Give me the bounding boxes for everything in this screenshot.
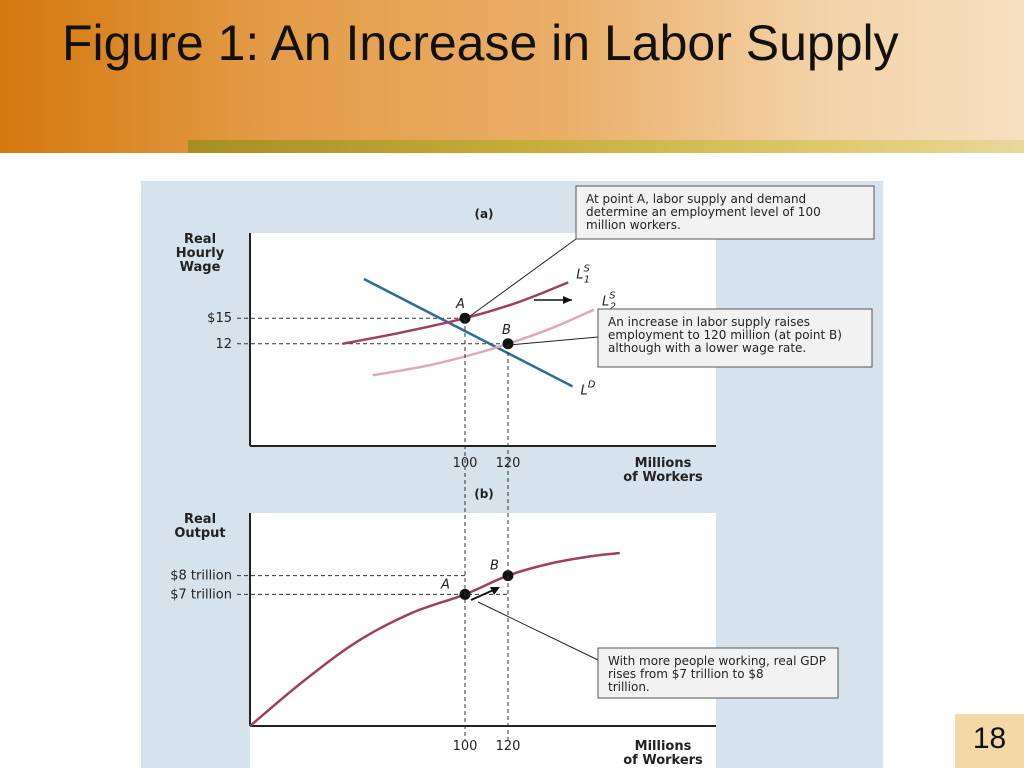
- point-b: [502, 570, 514, 582]
- header-stripe: [188, 140, 1024, 153]
- series-label-ls2: LS 2: [602, 291, 616, 313]
- page-number-box: 18: [955, 714, 1024, 768]
- page-number: 18: [972, 722, 1007, 755]
- x-axis-label: Millions: [635, 456, 692, 471]
- annotation-text: At point A, labor supply and demand deter…: [586, 192, 821, 232]
- series-line-ld: [363, 277, 574, 388]
- x-axis-label: of Workers: [623, 470, 703, 485]
- x-tick-label: 100: [453, 456, 478, 471]
- y-tick-label: $7 trillion: [170, 587, 232, 602]
- y-tick-label: $15: [207, 311, 232, 326]
- series-label-ls1: LS 1: [576, 263, 590, 285]
- y-axis-label: Wage: [180, 260, 221, 275]
- point-label-a: A: [455, 297, 465, 312]
- point-label-b: B: [502, 323, 511, 338]
- y-axis-label: Real: [184, 512, 216, 527]
- annotation-box: [575, 185, 875, 240]
- annotation-text: With more people working, real GDP rises …: [608, 654, 826, 694]
- movement-arrow-head: [490, 587, 500, 595]
- x-axis-label: of Workers: [623, 753, 703, 768]
- annotation-box: [597, 308, 873, 368]
- shift-arrow-head: [563, 296, 572, 304]
- series-label-ld: LD: [581, 379, 596, 398]
- x-axis-label: Millions: [635, 739, 692, 754]
- panel-label: (a): [474, 207, 493, 221]
- y-tick-label: $8 trillion: [170, 569, 232, 584]
- point-b: [502, 338, 514, 350]
- annotation-box: [597, 647, 839, 699]
- point-label-a: A: [440, 577, 450, 592]
- series-line-ls2: [372, 308, 595, 377]
- annotation-leader-line: [508, 336, 599, 346]
- y-tick-label: 12: [215, 337, 232, 352]
- x-tick-label: 120: [496, 739, 521, 754]
- point-a: [459, 312, 471, 324]
- plot-area: [250, 513, 716, 768]
- annotation-leader-line: [465, 238, 577, 320]
- annotation-leader-line: [477, 601, 599, 661]
- y-axis-label: Real: [184, 232, 216, 247]
- point-label-b: B: [490, 559, 499, 574]
- slide-title: Figure 1: An Increase in Labor Supply: [62, 15, 899, 71]
- y-axis-label: Hourly: [176, 246, 225, 261]
- panel-label: (b): [474, 487, 494, 501]
- y-axis-label: Output: [174, 526, 225, 541]
- x-tick-label: 100: [453, 739, 478, 754]
- annotation-text: An increase in labor supply raises employ…: [608, 315, 842, 355]
- x-tick-label: 120: [496, 456, 521, 471]
- slide-header: [0, 0, 1024, 153]
